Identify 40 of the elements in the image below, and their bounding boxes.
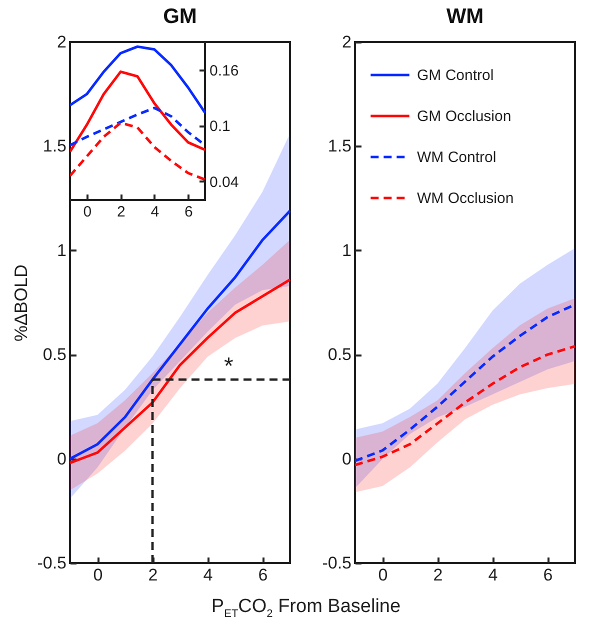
x-tick-label: 0 bbox=[83, 204, 92, 220]
y-tick-label: 0 bbox=[57, 449, 66, 468]
x-tick-label: 6 bbox=[258, 566, 268, 584]
x-tick-label: 6 bbox=[543, 566, 553, 584]
x-axis-title: P$_{ET}$CO$_{2}$ From Baseline bbox=[210, 596, 402, 620]
chart-title: WM bbox=[446, 5, 484, 28]
chart-title: GM bbox=[163, 5, 197, 28]
line-series bbox=[70, 70, 206, 153]
y-tick-label: 0.16 bbox=[210, 62, 239, 80]
y-tick-label: 1 bbox=[342, 240, 352, 260]
x-tick-label: 2 bbox=[433, 566, 443, 584]
y-tick-label: 0.5 bbox=[42, 345, 66, 364]
text: GM Control bbox=[417, 67, 494, 84]
y-tick-label: 0.5 bbox=[328, 345, 352, 364]
line-series bbox=[70, 45, 206, 114]
y-tick-label: 2 bbox=[57, 32, 66, 52]
x-tick-label: 6 bbox=[184, 204, 193, 220]
legend-label: WM Occlusion bbox=[417, 190, 514, 207]
line-series bbox=[354, 344, 576, 466]
text: GM Occlusion bbox=[417, 108, 512, 125]
y-tick-label: 0.1 bbox=[210, 118, 230, 136]
y-tick-label: 0 bbox=[342, 449, 352, 468]
x-tick-label: 4 bbox=[150, 204, 160, 220]
y-tick-label: 2 bbox=[342, 32, 352, 52]
line-series bbox=[70, 122, 206, 181]
x-tick-label: 0 bbox=[378, 566, 388, 584]
y-axis-title: %ΔBOLD bbox=[11, 264, 32, 342]
y-tick-label: 1.5 bbox=[42, 136, 66, 156]
legend-label: WM Control bbox=[417, 149, 496, 166]
x-tick-label: 2 bbox=[148, 566, 158, 584]
x-tick-label: 4 bbox=[488, 566, 498, 584]
y-tick-label: 1.5 bbox=[328, 136, 352, 156]
y-tick-label: 1 bbox=[57, 240, 66, 260]
y-tick-label: 0.04 bbox=[210, 174, 239, 191]
annotation: * bbox=[224, 352, 234, 380]
x-tick-label: 4 bbox=[203, 566, 213, 584]
y-tick-label: -0.5 bbox=[322, 554, 352, 572]
x-tick-label: 0 bbox=[93, 566, 103, 584]
x-tick-label: 2 bbox=[116, 204, 126, 220]
y-tick-label: -0.5 bbox=[37, 554, 66, 572]
